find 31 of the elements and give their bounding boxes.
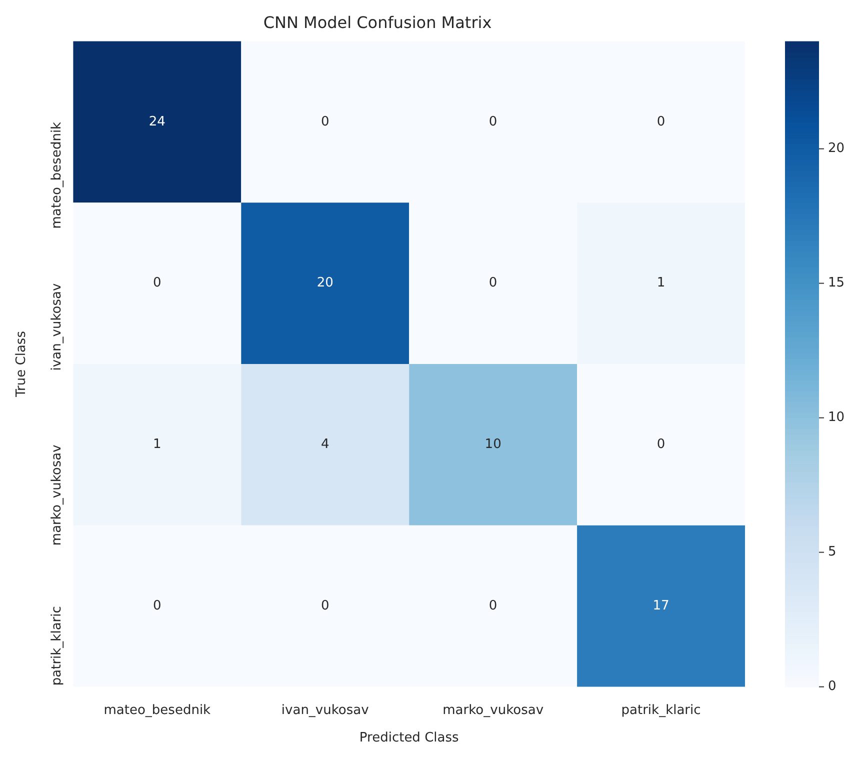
y-tick-label: marko_vukosav (50, 444, 65, 546)
data-label: 4 (320, 437, 330, 452)
color-bar-label: 15 (828, 276, 845, 291)
data-label: 0 (153, 598, 162, 614)
x-tick-label: mateo_besednik (104, 702, 212, 718)
x-tick-label: ivan_vukosav (281, 702, 370, 718)
data-label: 0 (320, 114, 330, 130)
data-label: 0 (488, 276, 498, 291)
color-bar-label: 10 (828, 410, 845, 426)
x-axis-title: Predicted Class (359, 730, 459, 746)
chart-title: CNN Model Confusion Matrix (263, 12, 492, 32)
color-bar-label: 0 (828, 679, 836, 694)
data-label: 0 (320, 598, 330, 614)
y-tick-label: mateo_besednik (50, 121, 65, 229)
y-axis-title: True Class (14, 330, 30, 398)
x-tick-label: marko_vukosav (442, 702, 544, 718)
data-label: 0 (488, 114, 498, 130)
y-tick-label: ivan_vukosav (50, 283, 65, 371)
color-bar-label: 5 (828, 544, 836, 560)
data-label: 0 (656, 437, 666, 452)
x-tick-label: patrik_klaric (621, 702, 701, 718)
data-label: 20 (316, 276, 334, 291)
data-label: 1 (153, 437, 162, 452)
data-label: 17 (652, 598, 670, 614)
color-bar-label: 20 (828, 141, 845, 156)
data-label: 1 (656, 276, 666, 291)
data-label: 24 (148, 114, 166, 130)
data-label: 0 (488, 598, 498, 614)
data-label: 0 (153, 276, 162, 291)
data-label: 0 (656, 114, 666, 130)
data-label: 10 (484, 437, 502, 452)
